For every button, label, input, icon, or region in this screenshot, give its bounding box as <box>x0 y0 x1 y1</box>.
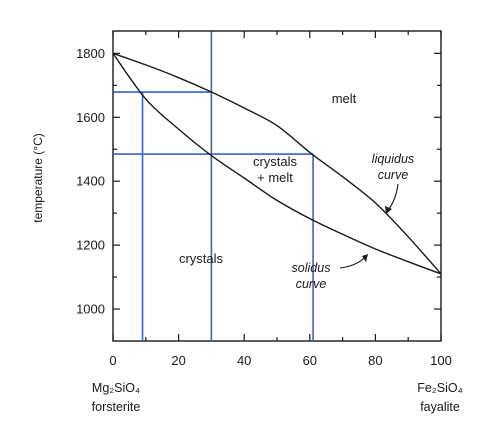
x-tick-label: 20 <box>171 353 185 368</box>
region-two-phase-label-2: + melt <box>257 170 293 185</box>
left-endmember-name: forsterite <box>92 400 141 414</box>
solidus-arrowhead <box>362 254 368 262</box>
right-endmember-name: fayalite <box>420 400 460 414</box>
y-tick-label: 1000 <box>76 302 105 317</box>
construction-lines <box>113 31 314 341</box>
left-endmember-formula: Mg₂SiO₄ <box>92 381 140 395</box>
x-tick-label: 80 <box>368 353 382 368</box>
liquidus-curve <box>112 52 442 275</box>
liquidus-annotation-1: liquidus <box>372 152 414 166</box>
y-tick-label: 1400 <box>76 174 105 189</box>
region-melt-label: melt <box>332 91 357 106</box>
solidus-annotation-1: solidus <box>292 261 331 275</box>
axis-tick-labels: 0 20 40 60 80 100 1000 1200 1400 1600 1800 <box>76 46 452 368</box>
plot-frame <box>112 30 442 342</box>
y-tick-label: 1800 <box>76 46 105 61</box>
liquidus-arrow <box>387 183 399 211</box>
right-endmember-formula: Fe₂SiO₄ <box>417 381 462 395</box>
axis-ticks <box>112 31 442 341</box>
y-tick-label: 1600 <box>76 110 105 125</box>
x-tick-label: 100 <box>430 353 452 368</box>
solidus-curve <box>112 52 442 275</box>
solidus-arrow <box>339 257 365 269</box>
x-tick-label: 60 <box>303 353 317 368</box>
liquidus-annotation-2: curve <box>378 168 409 182</box>
region-solid-label: crystals <box>179 251 224 266</box>
y-tick-label: 1200 <box>76 238 105 253</box>
y-axis-label: temperature (°C) <box>31 133 45 223</box>
x-tick-label: 0 <box>109 353 116 368</box>
x-tick-label: 40 <box>237 353 251 368</box>
region-two-phase-label-1: crystals <box>253 154 298 169</box>
solidus-annotation-2: curve <box>296 277 327 291</box>
liquidus-arrowhead <box>385 206 392 214</box>
